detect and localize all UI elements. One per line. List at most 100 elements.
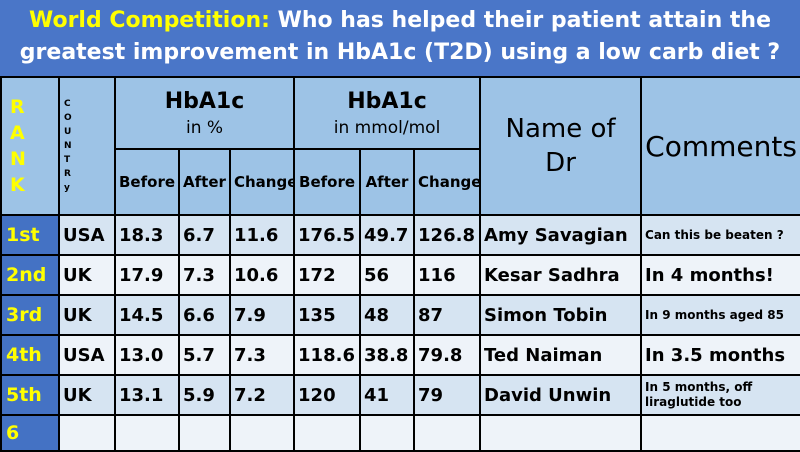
- rank-letter: N: [10, 148, 26, 170]
- country-cell: [58, 414, 116, 452]
- doctor-name-cell: David Unwin: [479, 374, 643, 416]
- mmol-change-cell: 126.8: [413, 214, 482, 256]
- doctor-name-cell: [479, 414, 643, 452]
- rank-letter: A: [10, 122, 25, 144]
- hba1c-mmol-title: HbA1c: [347, 88, 427, 114]
- pct-before-header: Before: [114, 148, 180, 216]
- country-cell: UK: [58, 374, 116, 416]
- pct-before-cell: 14.5: [114, 294, 180, 336]
- mmol-before-cell: [293, 414, 362, 452]
- pct-after-cell: 7.3: [178, 254, 231, 296]
- mmol-after-cell: 49.7: [359, 214, 416, 256]
- mmol-after-cell: 48: [359, 294, 416, 336]
- pct-after-cell: 5.9: [178, 374, 231, 416]
- country-letter: O: [64, 113, 72, 123]
- pct-before-cell: [114, 414, 180, 452]
- mmol-change-cell: 116: [413, 254, 482, 296]
- country-letter: C: [64, 99, 71, 109]
- title-line-1: World Competition: Who has helped their …: [0, 5, 800, 37]
- table-row: 5th UK 13.1 5.9 7.2 120 41 79 David Unwi…: [0, 374, 800, 416]
- doctor-name-cell: Simon Tobin: [479, 294, 643, 336]
- mmol-after-cell: 38.8: [359, 334, 416, 376]
- mmol-change-cell: 79: [413, 374, 482, 416]
- mmol-after-cell: 56: [359, 254, 416, 296]
- pct-change-cell: 7.3: [228, 334, 296, 376]
- name-header-line1: Name of: [505, 114, 616, 144]
- country-letter: T: [64, 155, 71, 165]
- hba1c-percent-title: HbA1c: [164, 88, 245, 114]
- mmol-before-cell: 176.5: [293, 214, 362, 256]
- table-row: 1st USA 18.3 6.7 11.6 176.5 49.7 126.8 A…: [0, 214, 800, 256]
- title-line1-text: Who has helped their patient attain the: [277, 8, 772, 33]
- doctor-name-cell: Ted Naiman: [479, 334, 643, 376]
- doctor-name-cell: Amy Savagian: [479, 214, 643, 256]
- country-letter: U: [64, 127, 72, 137]
- table-row: 3rd UK 14.5 6.6 7.9 135 48 87 Simon Tobi…: [0, 294, 800, 336]
- mmol-change-cell: [413, 414, 482, 452]
- mmol-change-header: Change: [413, 148, 482, 216]
- rank-header: R A N K: [0, 76, 60, 216]
- title-line-2: greatest improvement in HbA1c (T2D) usin…: [19, 40, 781, 65]
- slide-title: World Competition: Who has helped their …: [0, 0, 800, 76]
- rank-cell: 6: [0, 414, 60, 452]
- rank-cell: 3rd: [0, 294, 60, 336]
- mmol-before-cell: 118.6: [293, 334, 362, 376]
- country-cell: USA: [58, 334, 116, 376]
- rank-letter: K: [10, 174, 25, 196]
- rank-cell: 2nd: [0, 254, 60, 296]
- hba1c-mmol-header: HbA1c in mmol/mol: [293, 76, 482, 150]
- competition-table: R A N K C O U N T R y HbA1c in % HbA1c i…: [0, 76, 800, 452]
- comment-cell: [640, 414, 800, 452]
- mmol-before-cell: 172: [293, 254, 362, 296]
- pct-change-cell: [228, 414, 296, 452]
- rank-cell: 1st: [0, 214, 60, 256]
- mmol-before-cell: 135: [293, 294, 362, 336]
- pct-after-cell: 5.7: [178, 334, 231, 376]
- pct-before-cell: 18.3: [114, 214, 180, 256]
- mmol-after-cell: [359, 414, 416, 452]
- pct-change-cell: 10.6: [228, 254, 296, 296]
- pct-change-header: Change: [228, 148, 296, 216]
- table-row: 4th USA 13.0 5.7 7.3 118.6 38.8 79.8 Ted…: [0, 334, 800, 376]
- doctor-name-cell: Kesar Sadhra: [479, 254, 643, 296]
- country-header: C O U N T R y: [58, 76, 116, 216]
- mmol-change-cell: 79.8: [413, 334, 482, 376]
- country-cell: USA: [58, 214, 116, 256]
- pct-change-cell: 7.9: [228, 294, 296, 336]
- comments-header: Comments: [640, 76, 800, 216]
- pct-before-cell: 17.9: [114, 254, 180, 296]
- pct-after-cell: 6.6: [178, 294, 231, 336]
- country-letter: y: [64, 183, 70, 193]
- mmol-before-cell: 120: [293, 374, 362, 416]
- hba1c-percent-header: HbA1c in %: [113, 76, 296, 150]
- mmol-after-cell: 41: [359, 374, 416, 416]
- hba1c-mmol-unit: in mmol/mol: [333, 117, 441, 138]
- comment-text: In 5 months: [645, 380, 726, 394]
- pct-after-cell: 6.7: [178, 214, 231, 256]
- country-cell: UK: [58, 294, 116, 336]
- comment-cell: In 3.5 months: [640, 334, 800, 376]
- pct-after-header: After: [178, 148, 231, 216]
- comment-cell: In 5 months, off liraglutide too: [640, 374, 800, 416]
- mmol-before-header: Before: [293, 148, 362, 216]
- rank-letter: R: [10, 96, 25, 118]
- mmol-after-header: After: [359, 148, 416, 216]
- name-header-line2: Dr: [545, 148, 576, 178]
- country-letter: N: [64, 141, 72, 151]
- comment-cell: In 9 months aged 85: [640, 294, 800, 336]
- pct-before-cell: 13.0: [114, 334, 180, 376]
- rank-cell: 5th: [0, 374, 60, 416]
- pct-change-cell: 7.2: [228, 374, 296, 416]
- country-cell: UK: [58, 254, 116, 296]
- comment-cell: In 4 months!: [640, 254, 800, 296]
- country-letter: R: [64, 169, 71, 179]
- table-row: 6: [0, 414, 800, 452]
- pct-after-cell: [178, 414, 231, 452]
- pct-before-cell: 13.1: [114, 374, 180, 416]
- hba1c-percent-unit: in %: [185, 117, 224, 138]
- comment-cell: Can this be beaten ?: [640, 214, 800, 256]
- mmol-change-cell: 87: [413, 294, 482, 336]
- title-highlight: World Competition:: [28, 8, 270, 33]
- table-row: 2nd UK 17.9 7.3 10.6 172 56 116 Kesar Sa…: [0, 254, 800, 296]
- comment-text-extra: , off liraglutide too: [645, 380, 753, 409]
